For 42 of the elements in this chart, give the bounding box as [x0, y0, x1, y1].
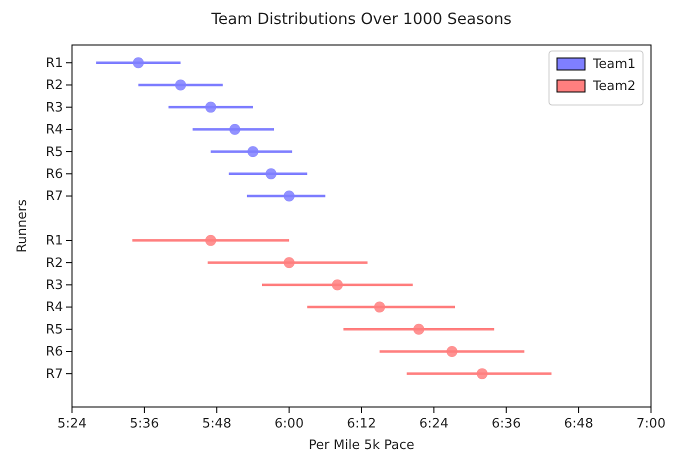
x-tick-label: 5:36: [130, 416, 159, 432]
point: [284, 257, 295, 268]
y-tick-label: R4: [46, 300, 63, 316]
legend-label: Team1: [592, 57, 636, 72]
y-tick-label: R7: [46, 366, 63, 382]
y-tick-label: R1: [46, 56, 63, 71]
point: [132, 57, 144, 68]
y-tick-label: R6: [46, 166, 63, 182]
x-tick-label: 6:48: [564, 416, 594, 432]
point: [205, 102, 216, 113]
point: [205, 234, 216, 246]
point: [446, 346, 458, 357]
y-tick-label: R2: [46, 78, 63, 94]
y-tick-label: R3: [46, 278, 63, 294]
point: [413, 324, 424, 335]
point: [476, 368, 488, 380]
x-tick-label: 6:00: [274, 416, 304, 432]
y-axis-title: Runners: [15, 199, 30, 253]
point: [374, 302, 386, 313]
y-tick-label: R5: [46, 322, 63, 338]
y-tick-label: R1: [46, 234, 63, 249]
x-axis-title: Per Mile 5k Pace: [308, 438, 414, 453]
point: [266, 168, 277, 180]
point: [229, 124, 240, 135]
legend-label: Team2: [592, 79, 636, 94]
y-tick-label: R7: [46, 189, 63, 204]
point: [175, 79, 186, 90]
point: [247, 146, 258, 158]
x-tick-label: 5:24: [57, 416, 87, 432]
point: [284, 190, 295, 202]
x-tick-label: 5:48: [202, 416, 232, 432]
x-tick-label: 7:00: [636, 416, 666, 432]
y-tick-label: R3: [46, 100, 63, 116]
y-tick-label: R2: [46, 256, 63, 271]
y-tick-label: R6: [46, 344, 63, 360]
point: [332, 279, 343, 290]
x-tick-label: 6:36: [492, 416, 521, 432]
x-tick-label: 6:12: [346, 416, 376, 432]
y-tick-label: R5: [46, 144, 63, 160]
chart-title: Team Distributions Over 1000 Seasons: [210, 10, 512, 28]
y-tick-label: R4: [46, 122, 63, 138]
x-tick-label: 6:24: [419, 416, 448, 432]
